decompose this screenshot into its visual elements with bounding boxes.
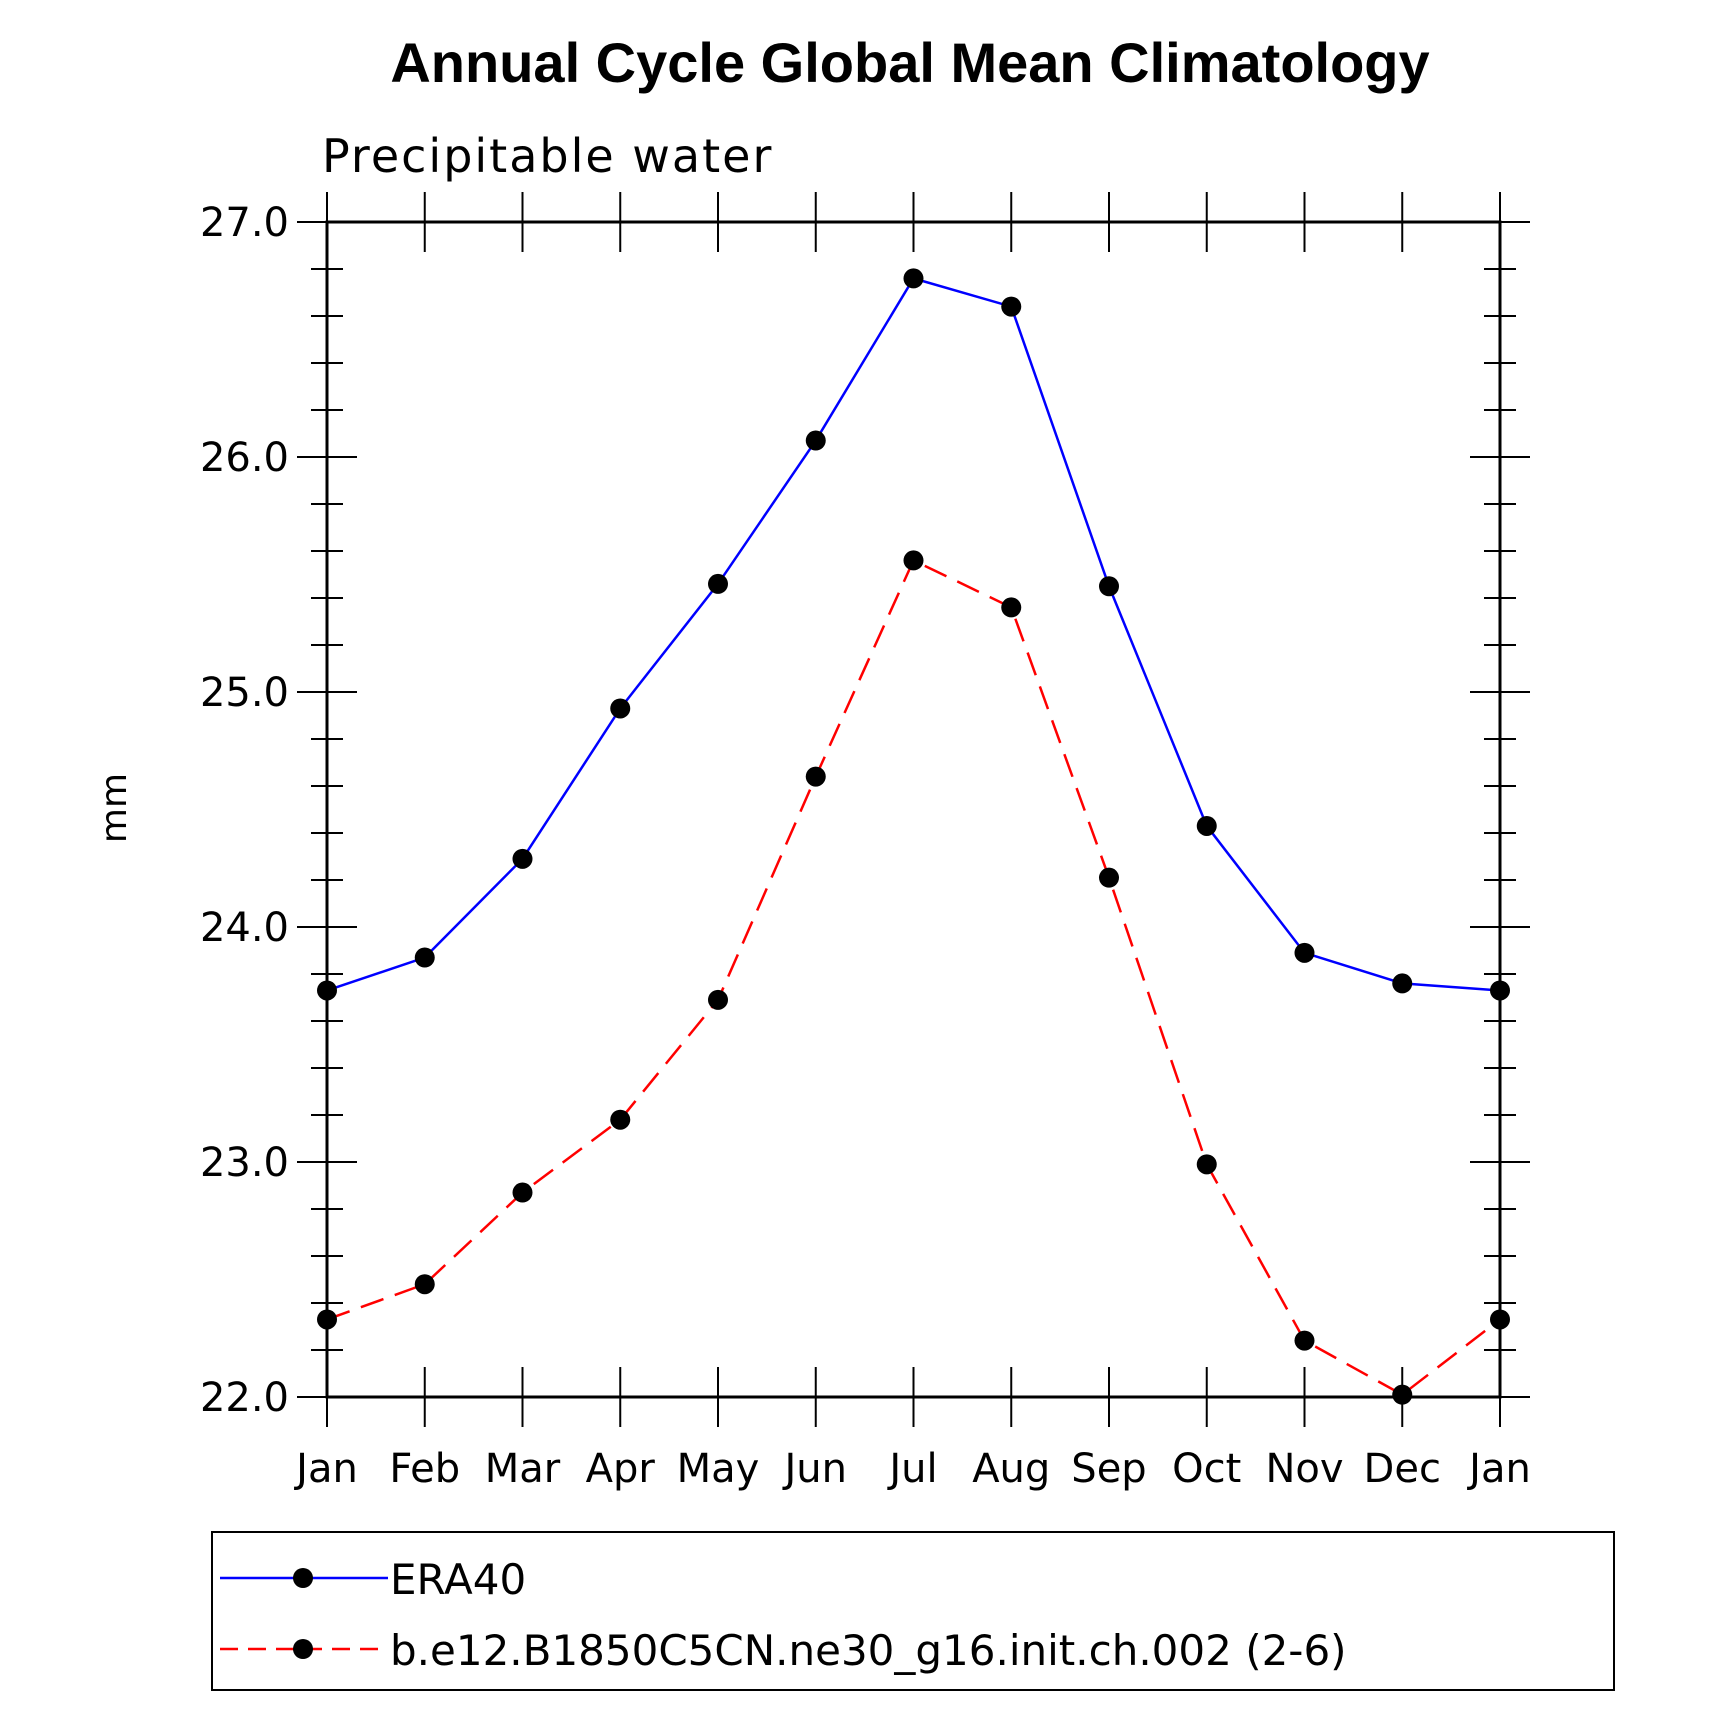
x-tick-label: Oct (1172, 1446, 1241, 1492)
series-0-point (1294, 942, 1315, 963)
series-line-0 (326, 276, 1501, 992)
series-0-point (903, 268, 924, 289)
x-tick-label: Sep (1071, 1446, 1146, 1492)
chart-subtitle: Precipitable water (322, 129, 773, 183)
x-tick-label: Apr (586, 1446, 656, 1492)
x-tick-label: Dec (1364, 1446, 1441, 1492)
axes-layer: 22.0 23.0 24.0 25.0 26.0 27.0 Jan Feb Mar Apr May J… (200, 192, 1531, 1492)
series-1-point (1294, 1330, 1315, 1351)
x-tick-label: Jan (1466, 1446, 1531, 1492)
legend-label-model: b.e12.B1850C5CN.ne30_g16.init.ch.002 (2-… (390, 1626, 1347, 1675)
legend-label-era40: ERA40 (390, 1555, 526, 1604)
y-tick-label: 23.0 (200, 1140, 289, 1186)
series-0-point (1392, 973, 1413, 994)
series-1-point (610, 1109, 631, 1130)
legend-marker-model (293, 1639, 313, 1659)
x-tick-label: Jun (782, 1446, 848, 1492)
series-1-point (805, 766, 826, 787)
x-tick-label: May (677, 1446, 760, 1492)
series-1-point (903, 550, 924, 571)
series-0-point (1099, 576, 1119, 597)
chart-title: Annual Cycle Global Mean Climatology (390, 31, 1429, 94)
series-0-point (1001, 296, 1022, 317)
y-tick-label: 22.0 (200, 1375, 289, 1421)
x-tick-label: Jul (886, 1446, 937, 1492)
x-tick-label: Aug (972, 1446, 1050, 1492)
plot-frame (325, 220, 1502, 1399)
y-tick-label: 27.0 (200, 200, 289, 246)
series-1-point (1001, 597, 1022, 618)
series-line-1 (326, 558, 1501, 1397)
legend-marker-era40 (293, 1568, 313, 1588)
series-layer (317, 268, 1510, 1405)
series-0-point (1196, 815, 1217, 836)
x-tick-label: Feb (389, 1446, 460, 1492)
x-tick-label: Jan (293, 1446, 358, 1492)
legend-box (211, 1531, 1615, 1691)
series-1-point (1099, 867, 1119, 888)
y-tick-label: 24.0 (200, 905, 289, 951)
x-tick-label: Mar (485, 1446, 561, 1492)
series-1-point (512, 1182, 533, 1203)
legend: ERA40 b.e12.B1850C5CN.ne30_g16.init.ch.0… (211, 1531, 1615, 1691)
series-1-point (1196, 1154, 1217, 1175)
series-0-point (610, 698, 631, 719)
series-1-point (708, 989, 728, 1010)
series-0-point (414, 947, 435, 968)
y-tick-label: 26.0 (200, 435, 289, 481)
series-0-point (512, 848, 533, 869)
y-axis-label: mm (94, 773, 135, 843)
series-0-point (708, 573, 728, 594)
series-1-point (414, 1274, 435, 1295)
series-0-point (805, 430, 826, 451)
y-tick-label: 25.0 (200, 670, 289, 716)
x-tick-label: Nov (1265, 1446, 1343, 1492)
